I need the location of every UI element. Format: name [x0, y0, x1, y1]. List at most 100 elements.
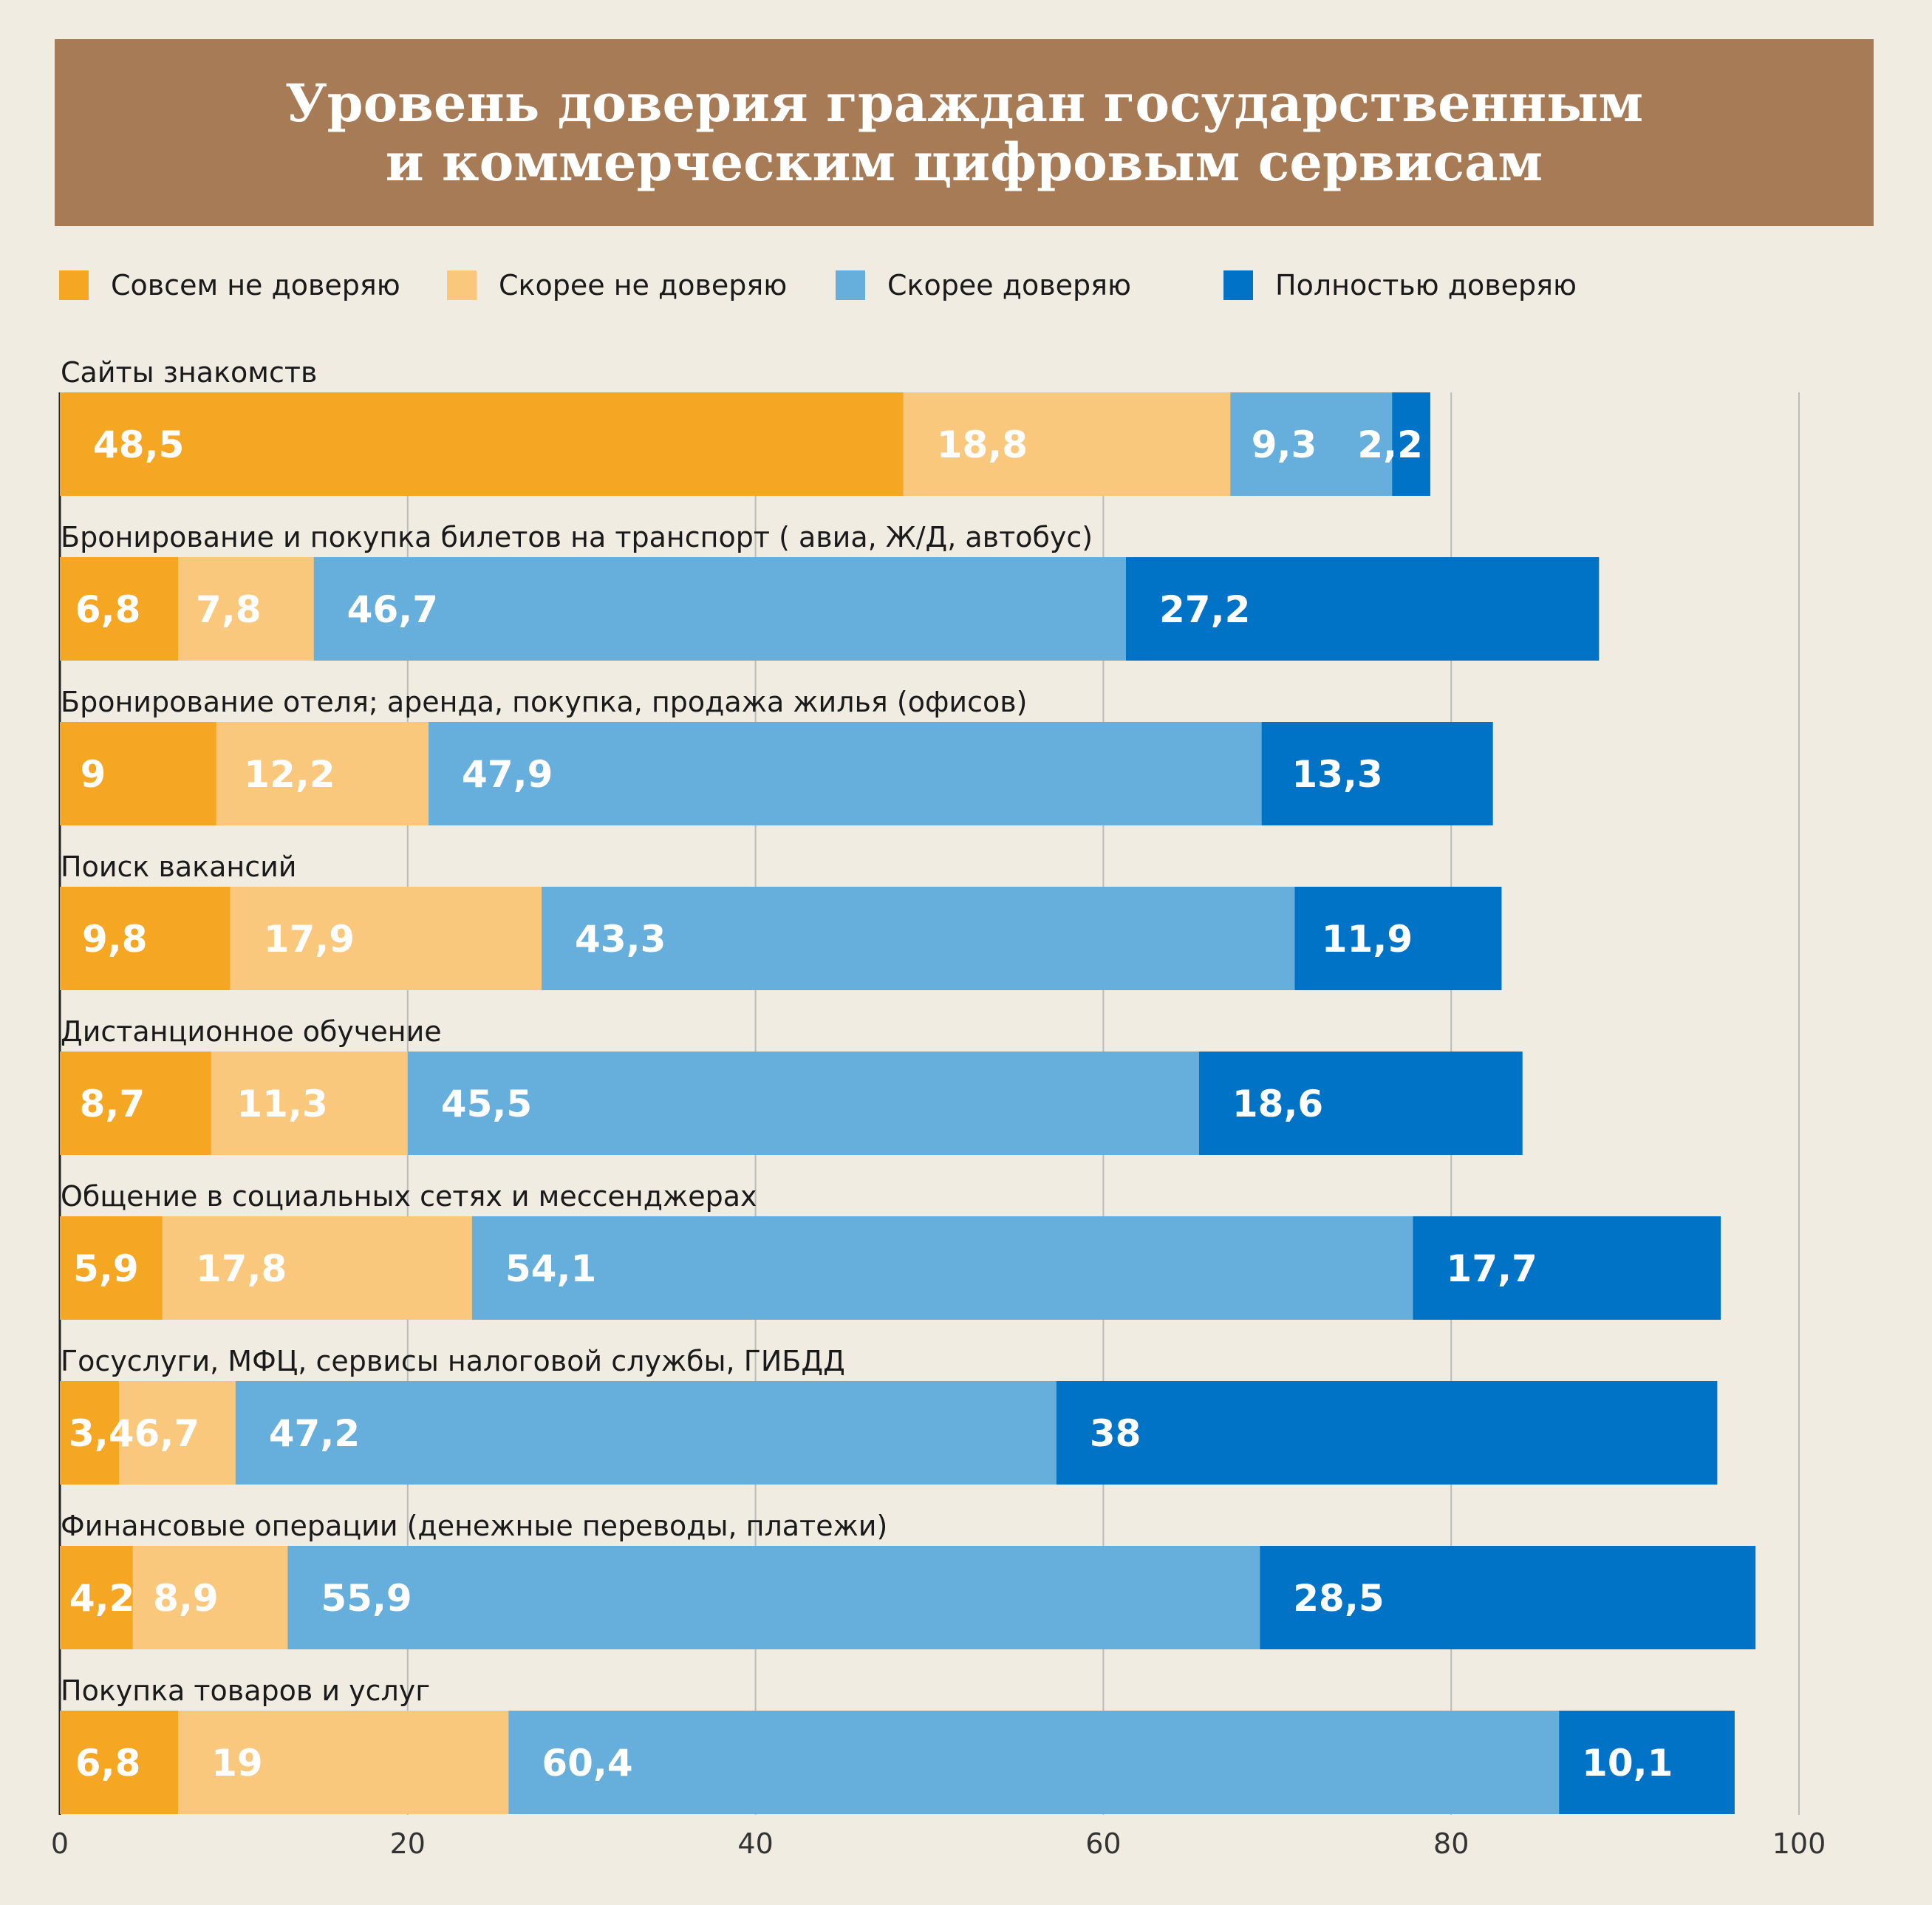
bar-segment	[60, 1546, 133, 1649]
legend-item-fully-trust: Полностью доверяю	[1223, 267, 1577, 304]
bar-segment	[211, 1052, 408, 1155]
data-label: 47,9	[462, 753, 553, 796]
data-label: 19	[211, 1742, 263, 1785]
data-label: 38	[1090, 1412, 1141, 1455]
bar-segment	[60, 392, 904, 496]
bar-segment	[60, 722, 216, 825]
category-label: Общение в социальных сетях и мессенджера…	[61, 1180, 757, 1213]
bar-segment	[508, 1711, 1560, 1814]
data-label: 28,5	[1293, 1577, 1384, 1620]
bar-segment	[230, 887, 542, 990]
legend-item-fully-distrust: Совсем не доверяю	[59, 267, 400, 304]
bar-segment	[1230, 392, 1393, 496]
data-label: 54,1	[505, 1247, 596, 1290]
bar-segment	[1413, 1216, 1721, 1320]
data-label: 12,2	[244, 753, 335, 796]
data-label: 8,9	[153, 1577, 219, 1620]
bar-segment	[287, 1546, 1260, 1649]
category-label: Финансовые операции (денежные переводы, …	[61, 1510, 887, 1542]
data-label: 10,1	[1582, 1742, 1673, 1785]
data-label: 18,6	[1232, 1083, 1323, 1125]
data-label: 60,4	[542, 1742, 632, 1785]
category-label: Сайты знакомств	[61, 356, 317, 389]
x-tick-label: 20	[390, 1827, 426, 1860]
data-label: 43,3	[575, 918, 666, 961]
bar-segment	[60, 887, 231, 990]
bar-segment	[235, 1381, 1057, 1485]
category-label: Поиск вакансий	[61, 851, 297, 883]
bar-segment	[1126, 557, 1600, 661]
data-label: 48,5	[93, 423, 184, 466]
x-tick-label: 80	[1433, 1827, 1469, 1860]
bar-segment	[313, 557, 1127, 661]
data-label: 17,8	[196, 1247, 287, 1290]
data-label: 9,3	[1252, 423, 1317, 466]
data-label: 11,9	[1322, 918, 1413, 961]
x-tick-label: 100	[1772, 1827, 1826, 1860]
data-label: 5,9	[73, 1247, 139, 1290]
category-label: Госуслуги, МФЦ, сервисы налоговой службы…	[61, 1345, 845, 1377]
data-label: 4,2	[69, 1577, 135, 1620]
data-label: 47,2	[269, 1412, 360, 1455]
bar-segment	[429, 722, 1262, 825]
bar-segment	[60, 1052, 211, 1155]
bar-segment	[60, 1216, 163, 1320]
data-label: 9,8	[82, 918, 148, 961]
data-label: 6,7	[134, 1412, 200, 1455]
data-label: 46,7	[347, 588, 438, 631]
bar-segment	[1294, 887, 1502, 990]
bar-segment	[471, 1216, 1413, 1320]
legend-label: Скорее не доверяю	[499, 269, 788, 301]
legend-label: Полностью доверяю	[1275, 269, 1577, 301]
data-label: 17,7	[1446, 1247, 1537, 1290]
legend-label: Совсем не доверяю	[111, 269, 400, 301]
data-label: 55,9	[321, 1577, 412, 1620]
bar-segment	[1198, 1052, 1523, 1155]
data-label: 11,3	[236, 1083, 327, 1125]
data-label: 13,3	[1291, 753, 1382, 796]
data-label: 9	[81, 753, 106, 796]
category-label: Бронирование и покупка билетов на трансп…	[61, 521, 1093, 553]
bar-segment	[132, 1546, 288, 1649]
x-tick-label: 60	[1085, 1827, 1121, 1860]
bar-segment	[1559, 1711, 1735, 1814]
bar-segment	[542, 887, 1295, 990]
bar-segment	[162, 1216, 472, 1320]
legend-label: Скорее доверяю	[887, 269, 1131, 301]
data-label: 7,8	[196, 588, 262, 631]
bar-segment	[60, 557, 179, 661]
bar-segment	[178, 557, 314, 661]
legend-item-rather-distrust: Скорее не доверяю	[447, 267, 787, 304]
data-label: 6,8	[75, 588, 141, 631]
chart-title: Уровень доверия граждан государственным …	[55, 39, 1874, 226]
x-tick-label: 0	[51, 1827, 69, 1860]
bar-segment	[178, 1711, 509, 1814]
bar-segment	[903, 392, 1231, 496]
legend-swatch	[59, 270, 89, 300]
bar-segment	[60, 1381, 120, 1485]
bar-segment	[1261, 722, 1493, 825]
data-label: 18,8	[937, 423, 1028, 466]
chart-title-line-1: Уровень доверия граждан государственным	[284, 72, 1644, 134]
legend-item-rather-trust: Скорее доверяю	[836, 267, 1131, 304]
bar-segment	[1392, 392, 1430, 496]
category-label: Покупка товаров и услуг	[61, 1674, 430, 1707]
data-label: 8,7	[80, 1083, 146, 1125]
bar-segment	[407, 1052, 1199, 1155]
data-label: 27,2	[1159, 588, 1250, 631]
data-label: 45,5	[441, 1083, 532, 1125]
data-label: 3,4	[69, 1412, 134, 1455]
bar-segment	[60, 1711, 179, 1814]
chart-title-line-2: и коммерческим цифровым сервисам	[385, 131, 1543, 193]
data-label: 6,8	[75, 1742, 141, 1785]
data-label: 17,9	[264, 918, 355, 961]
bar-segment	[1056, 1381, 1718, 1485]
bar-segment	[1260, 1546, 1756, 1649]
data-label: 2,2	[1357, 423, 1423, 466]
category-label: Дистанционное обучение	[61, 1015, 442, 1048]
bar-segment	[119, 1381, 236, 1485]
category-label: Бронирование отеля; аренда, покупка, про…	[61, 686, 1028, 718]
x-tick-label: 40	[737, 1827, 773, 1860]
legend-swatch	[447, 270, 477, 300]
